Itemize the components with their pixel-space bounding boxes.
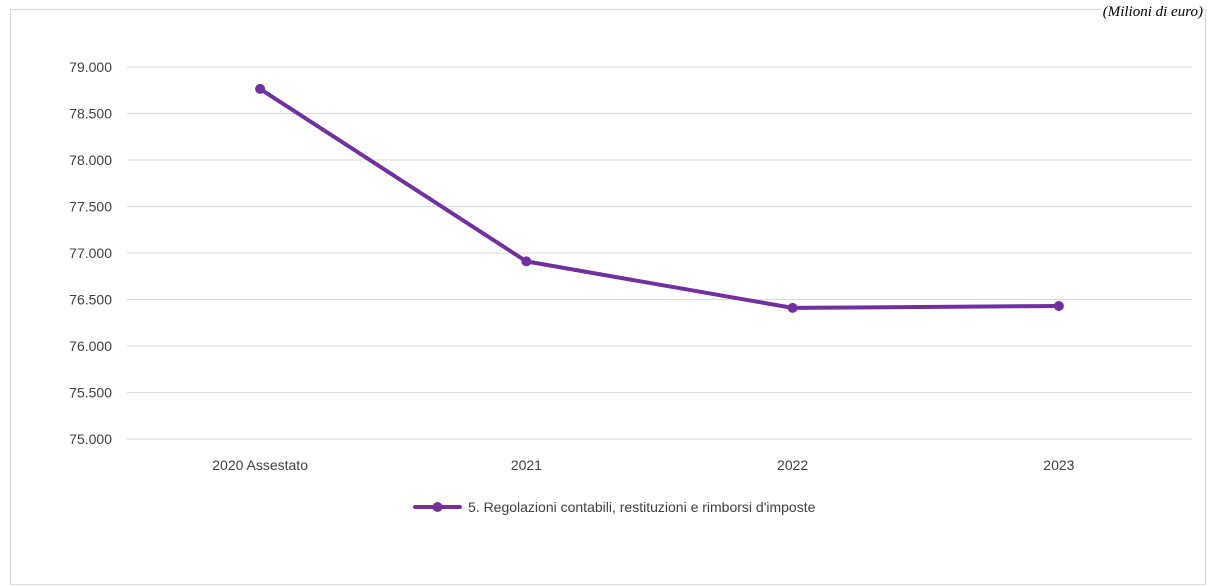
x-tick-label: 2021	[511, 457, 542, 473]
data-point	[255, 83, 266, 94]
y-tick-label: 79.000	[69, 59, 112, 75]
legend: 5. Regolazioni contabili, restituzioni e…	[413, 499, 816, 515]
y-tick-label: 76.500	[69, 292, 112, 308]
x-axis-ticks: 2020 Assestato 2021 2022 2023	[212, 457, 1074, 473]
y-tick-label: 75.500	[69, 385, 112, 401]
y-tick-label: 75.000	[69, 431, 112, 447]
y-tick-label: 77.000	[69, 245, 112, 261]
y-tick-label: 77.500	[69, 199, 112, 215]
series-layer	[255, 83, 1064, 313]
y-tick-label: 76.000	[69, 338, 112, 354]
x-tick-label: 2023	[1043, 457, 1074, 473]
x-tick-label: 2022	[777, 457, 808, 473]
legend-swatch-marker	[432, 502, 443, 512]
y-axis-ticks: 75.000 75.500 76.000 76.500 77.000 77.500 78.0…	[69, 59, 112, 447]
data-point	[787, 302, 798, 313]
y-tick-label: 78.000	[69, 152, 112, 168]
x-tick-label: 2020 Assestato	[212, 457, 308, 473]
series-line	[258, 86, 1061, 310]
chart-frame: (Milioni di euro)	[10, 4, 1206, 585]
data-point	[1053, 301, 1064, 312]
data-point	[521, 256, 532, 267]
unit-note: (Milioni di euro)	[1100, 4, 1203, 21]
gridlines	[127, 66, 1192, 440]
y-tick-label: 78.500	[69, 106, 112, 122]
legend-label: 5. Regolazioni contabili, restituzioni e…	[468, 499, 816, 515]
